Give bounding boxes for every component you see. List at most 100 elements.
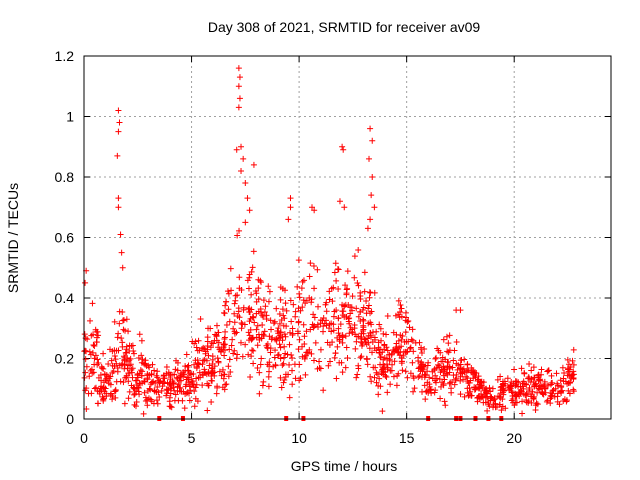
data-point xyxy=(247,326,254,333)
data-point xyxy=(334,265,341,272)
data-point xyxy=(328,328,335,335)
data-point xyxy=(440,382,447,389)
data-point xyxy=(111,352,118,359)
data-point xyxy=(279,362,286,369)
data-point xyxy=(410,388,417,395)
data-point xyxy=(437,369,444,376)
data-point xyxy=(330,284,337,291)
data-point xyxy=(335,315,342,322)
data-point xyxy=(367,216,374,223)
data-point xyxy=(265,298,272,305)
data-point xyxy=(116,308,123,315)
data-point xyxy=(91,343,98,350)
data-point xyxy=(398,358,405,365)
data-point xyxy=(509,393,516,400)
data-point xyxy=(402,309,409,316)
data-point xyxy=(223,321,230,328)
data-point xyxy=(225,306,232,313)
data-point xyxy=(198,346,205,353)
data-point xyxy=(174,367,181,374)
data-point xyxy=(440,336,447,343)
data-point xyxy=(274,352,281,359)
data-point xyxy=(138,372,145,379)
data-point xyxy=(452,376,459,383)
data-point xyxy=(335,286,342,293)
data-point xyxy=(415,365,422,372)
data-point xyxy=(542,389,549,396)
data-point xyxy=(268,336,275,343)
data-point xyxy=(558,383,565,390)
data-point xyxy=(363,310,370,317)
y-tick-label: 1 xyxy=(66,109,74,125)
data-point xyxy=(369,349,376,356)
data-point xyxy=(260,313,267,320)
data-point xyxy=(497,373,504,380)
data-point xyxy=(130,384,137,391)
data-point xyxy=(92,352,99,359)
data-point xyxy=(226,318,233,325)
data-point xyxy=(512,399,519,406)
data-point xyxy=(109,396,116,403)
y-tick-label: 0.8 xyxy=(55,169,75,185)
data-point xyxy=(144,396,151,403)
data-point xyxy=(482,399,489,406)
data-point xyxy=(125,395,132,402)
data-point xyxy=(112,387,119,394)
data-point xyxy=(530,364,537,371)
data-point xyxy=(355,365,362,372)
data-point xyxy=(457,307,464,314)
data-point xyxy=(360,322,367,329)
data-point xyxy=(365,339,372,346)
data-point xyxy=(133,387,140,394)
data-point xyxy=(342,364,349,371)
data-point xyxy=(215,344,222,351)
y-tick-label: 0.6 xyxy=(55,230,75,246)
data-point xyxy=(359,327,366,334)
data-point xyxy=(240,155,247,162)
data-point xyxy=(411,385,418,392)
data-point xyxy=(322,301,329,308)
data-point xyxy=(244,277,251,284)
data-point xyxy=(266,333,273,340)
data-point xyxy=(272,361,279,368)
data-point xyxy=(250,248,257,255)
data-point xyxy=(289,325,296,332)
data-point xyxy=(367,329,374,336)
data-point xyxy=(254,342,261,349)
data-point xyxy=(460,376,467,383)
data-point xyxy=(528,367,535,374)
data-point xyxy=(333,375,340,382)
data-point xyxy=(137,367,144,374)
data-point xyxy=(110,368,117,375)
data-point xyxy=(545,367,552,374)
data-point xyxy=(332,260,339,267)
data-point xyxy=(184,367,191,374)
data-point xyxy=(499,381,506,388)
data-point xyxy=(441,398,448,405)
data-point xyxy=(288,318,295,325)
data-point xyxy=(421,382,428,389)
data-point xyxy=(91,355,98,362)
data-point xyxy=(235,83,242,90)
data-point xyxy=(465,380,472,387)
data-point xyxy=(231,300,238,307)
data-point xyxy=(404,318,411,325)
data-point xyxy=(89,300,96,307)
data-point xyxy=(432,387,439,394)
data-point xyxy=(383,331,390,338)
data-point xyxy=(147,386,154,393)
x-tick-label: 20 xyxy=(506,430,522,446)
data-point xyxy=(97,385,104,392)
axis-ticks xyxy=(83,55,611,420)
data-point xyxy=(263,342,270,349)
data-point xyxy=(383,344,390,351)
data-point xyxy=(242,219,249,226)
data-point xyxy=(172,391,179,398)
data-point xyxy=(121,400,128,407)
data-point xyxy=(258,355,265,362)
data-point xyxy=(268,326,275,333)
data-point xyxy=(247,335,254,342)
data-point xyxy=(256,390,263,397)
data-point xyxy=(368,378,375,385)
data-point xyxy=(120,326,127,333)
